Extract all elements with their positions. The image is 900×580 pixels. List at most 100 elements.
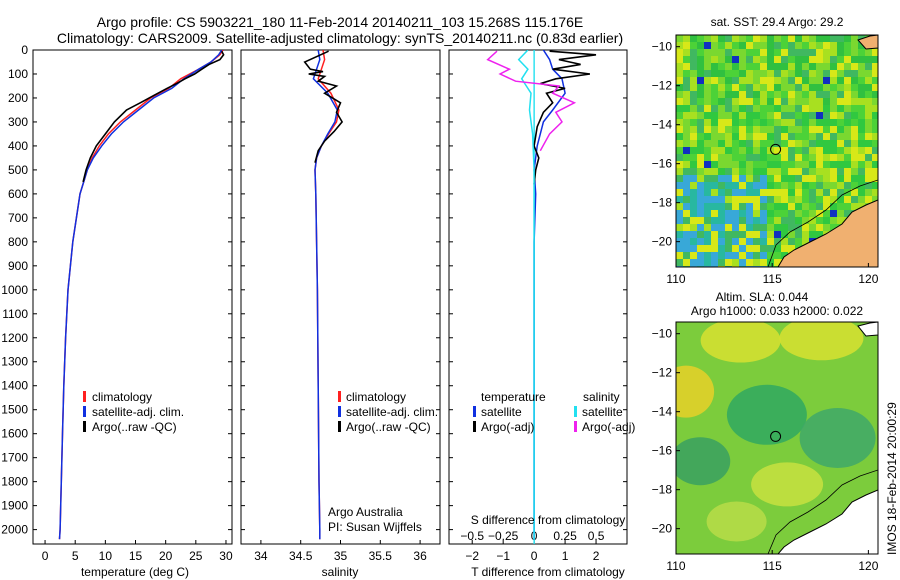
sst-cell [732,224,739,231]
sst-cell [781,252,788,259]
sst-cell [690,154,697,161]
sst-cell [676,84,683,91]
sla-anomaly-blob [676,437,731,486]
sst-cell [858,42,865,49]
sst-cell [802,224,809,231]
sst-cell [739,224,746,231]
sst-cell [774,49,781,56]
sst-cell [781,168,788,175]
sst-cell [767,91,774,98]
sst-cell [718,42,725,49]
sst-cell [816,168,823,175]
sst-cell [760,112,767,119]
sst-cell [823,112,830,119]
sst-cell [760,133,767,140]
sst-cell [774,245,781,252]
sst-map-title: sat. SST: 29.4 Argo: 29.2 [711,15,844,29]
sst-cell [781,112,788,119]
sst-cell [781,56,788,63]
sst-cell [704,168,711,175]
sst-cell [837,210,844,217]
sst-cell [865,63,872,70]
sst-cell [711,56,718,63]
sst-cell [788,182,795,189]
sst-cell [823,161,830,168]
land-australia [777,199,878,267]
sst-cell [844,35,851,42]
sst-cell [753,203,760,210]
sst-cell [746,182,753,189]
sst-cell [851,112,858,119]
series-line-salinity-satellite [517,50,535,540]
sst-cell [788,196,795,203]
sst-cell [683,147,690,154]
sst-cell [830,56,837,63]
sst-cell [823,168,830,175]
sst-cell [683,189,690,196]
sst-cell [844,112,851,119]
sst-cell [739,126,746,133]
sst-cell [753,238,760,245]
sst-cell [830,77,837,84]
sst-cell [732,98,739,105]
argo-location-marker [770,430,782,442]
sst-cell [858,84,865,91]
sst-cell [858,112,865,119]
sst-cell [676,119,683,126]
sst-cell [774,119,781,126]
sst-cell [781,245,788,252]
sst-cell [802,189,809,196]
sst-cell [830,49,837,56]
legend-label-argo: Argo(..raw -QC) [92,420,177,434]
sst-cell [774,56,781,63]
sst-cell [781,161,788,168]
sst-cell [767,35,774,42]
sst-cell [676,231,683,238]
sst-cell [858,196,865,203]
sst-cell [802,77,809,84]
sst-cell [739,231,746,238]
sst-cell [704,42,711,49]
sst-cell [690,140,697,147]
sst-cell [837,119,844,126]
sst-cell [704,175,711,182]
sst-cell [809,91,816,98]
sst-cell [809,189,816,196]
sst-cell [844,154,851,161]
sst-cell [830,154,837,161]
sst-cell [711,63,718,70]
sst-cell [781,210,788,217]
sst-cell [816,224,823,231]
sst-cell [683,203,690,210]
sst-cell [816,98,823,105]
sst-cell [851,140,858,147]
sst-cell [746,259,753,266]
sst-cell [704,245,711,252]
sst-cell [676,56,683,63]
sst-cell [711,126,718,133]
sst-cell [711,42,718,49]
sst-cell [746,238,753,245]
sst-cell [851,119,858,126]
sst-cell [760,245,767,252]
sst-cell [809,168,816,175]
sst-cell [809,49,816,56]
sst-cell [753,161,760,168]
sst-cell [676,182,683,189]
sst-cell [746,35,753,42]
x-tick-label: 36 [413,549,427,563]
sst-cell [837,168,844,175]
sst-cell [830,196,837,203]
sst-cell [690,112,697,119]
sst-cell [704,196,711,203]
sst-cell [858,49,865,56]
sst-cell [865,49,872,56]
sst-cell [676,70,683,77]
sst-cell [788,112,795,119]
sst-cell [844,210,851,217]
sst-cell [823,63,830,70]
sst-cell [683,126,690,133]
sst-cell [697,252,704,259]
figure-title-line1: Argo profile: CS 5903221_180 11-Feb-2014… [97,14,584,30]
